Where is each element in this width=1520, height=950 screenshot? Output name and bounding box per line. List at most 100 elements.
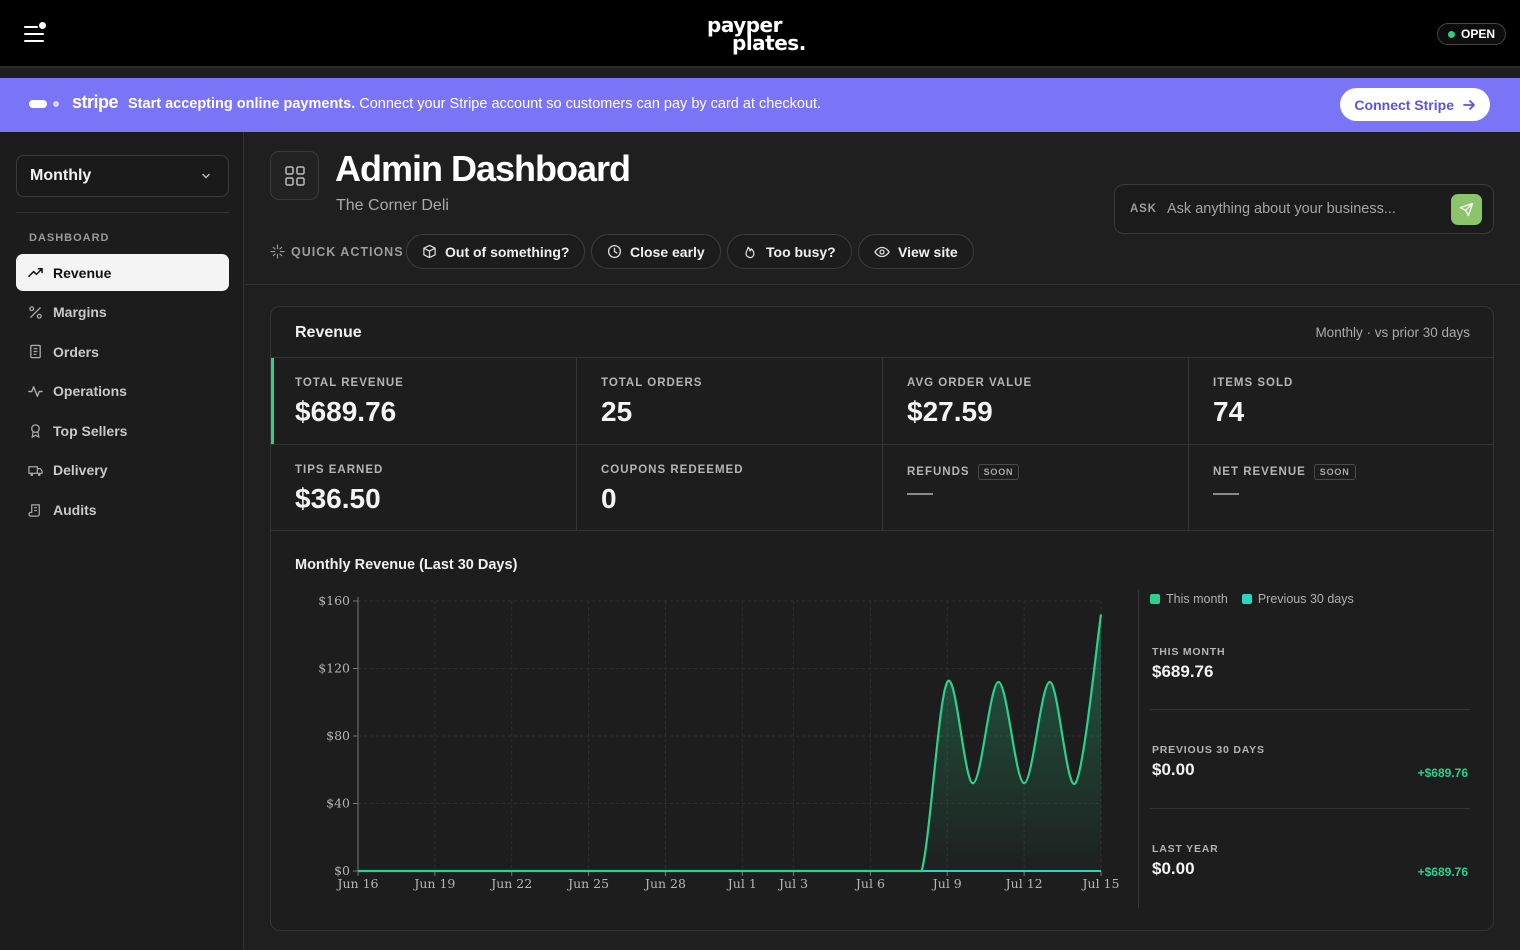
legend-label: Previous 30 days <box>1257 592 1354 606</box>
soon-badge: SOON <box>977 464 1020 480</box>
logo-word-1: payper <box>707 13 782 37</box>
legend-swatch <box>1150 594 1160 604</box>
menu-icon[interactable] <box>24 22 48 44</box>
clock-icon <box>607 244 622 259</box>
compare-value: $0.00 <box>1152 760 1195 779</box>
quick-action-label: Out of something? <box>445 243 570 260</box>
card-divider <box>271 357 1493 358</box>
chart-side-divider <box>1138 590 1139 908</box>
sidebar-item-revenue[interactable]: Revenue <box>16 254 229 291</box>
sidebar-item-label: Margins <box>53 304 107 321</box>
sidebar: Monthly DASHBOARD Revenue Margins Orders… <box>0 132 244 950</box>
page-title: Admin Dashboard <box>335 148 631 189</box>
business-name: The Corner Deli <box>336 197 449 214</box>
trending-up-icon <box>28 268 43 277</box>
out-of-something-button[interactable]: Out of something? <box>406 234 586 269</box>
x-tick-label: Jul 15 <box>1081 876 1120 891</box>
x-tick-label: Jun 25 <box>566 876 609 891</box>
chart-title: Monthly Revenue (Last 30 Days) <box>295 557 518 573</box>
quick-actions-text: QUICK ACTIONS <box>291 244 404 259</box>
revenue-chart: $0 $40 $80 $120 $160 Jun 16 Jun 19 Jun 22 Jun 25… <box>318 593 1120 891</box>
banner-message: Start accepting online payments. Connect… <box>128 96 821 112</box>
legend-item-this-month: This month <box>1150 592 1228 606</box>
arrow-right-icon <box>1463 99 1475 110</box>
award-icon <box>31 424 40 439</box>
stat-label: REFUNDS <box>907 466 970 478</box>
x-tick-label: Jul 3 <box>777 876 808 891</box>
revenue-card-title: Revenue <box>295 324 362 341</box>
ask-label: ASK <box>1130 203 1157 215</box>
x-tick-label: Jul 6 <box>854 876 885 891</box>
compare-last-year: LAST YEAR $0.00 +$689.76 <box>1152 843 1470 879</box>
stat-value: 74 <box>1213 396 1245 427</box>
stat-label: ITEMS SOLD <box>1213 377 1294 389</box>
x-tick-label: Jun 28 <box>643 876 686 891</box>
stripe-banner: stripe Start accepting online payments. … <box>0 78 1520 132</box>
x-tick-label: Jun 16 <box>336 876 379 891</box>
stat-label: TOTAL ORDERS <box>601 377 703 389</box>
revenue-card-meta: Monthly · vs prior 30 days <box>1315 325 1470 340</box>
revenue-card: Revenue Monthly · vs prior 30 days TOTAL… <box>270 306 1494 931</box>
quick-action-label: View site <box>898 243 958 260</box>
banner-headline: Start accepting online payments. <box>128 96 356 112</box>
x-tick-label: Jun 22 <box>489 876 532 891</box>
stat-label-row: REFUNDS SOON <box>907 464 1020 480</box>
banner-toggle-icon <box>29 100 47 108</box>
compare-label: LAST YEAR <box>1152 843 1219 855</box>
connect-stripe-button[interactable]: Connect Stripe <box>1340 88 1490 121</box>
sidebar-divider <box>16 212 229 213</box>
ask-input[interactable] <box>1167 195 1447 223</box>
sidebar-item-label: Audits <box>53 502 97 519</box>
compare-label: THIS MONTH <box>1152 646 1226 658</box>
eye-icon <box>874 246 890 257</box>
stat-coupons-redeemed: COUPONS REDEEMED 0 <box>577 445 883 531</box>
stat-total-orders: TOTAL ORDERS 25 <box>577 358 883 444</box>
sidebar-item-label: Operations <box>53 383 127 400</box>
y-tick-label: $120 <box>318 661 350 676</box>
sidebar-item-audits[interactable]: Audits <box>16 492 229 529</box>
compare-label: PREVIOUS 30 DAYS <box>1152 744 1265 756</box>
compare-this-month: THIS MONTH $689.76 <box>1152 646 1470 682</box>
legend-swatch <box>1241 594 1252 604</box>
sidebar-item-orders[interactable]: Orders <box>16 333 229 370</box>
sidebar-item-operations[interactable]: Operations <box>16 373 229 410</box>
stat-net-revenue: NET REVENUE SOON <box>1189 445 1493 531</box>
header-divider <box>245 284 1520 285</box>
stat-empty-value <box>1213 493 1239 495</box>
sidebar-item-top-sellers[interactable]: Top Sellers <box>16 412 229 449</box>
period-select[interactable]: Monthly <box>16 155 229 197</box>
x-tick-label: Jul 9 <box>931 876 962 891</box>
too-busy-button[interactable]: Too busy? <box>727 234 852 269</box>
sidebar-item-delivery[interactable]: Delivery <box>16 452 229 489</box>
close-early-button[interactable]: Close early <box>591 234 721 269</box>
stat-label: NET REVENUE <box>1213 466 1306 478</box>
stat-label: TOTAL REVENUE <box>295 377 404 389</box>
compare-delta: +$689.76 <box>1417 766 1468 780</box>
compare-delta: +$689.76 <box>1417 865 1468 879</box>
sidebar-item-margins[interactable]: Margins <box>16 294 229 331</box>
legend-label: This month <box>1166 592 1228 606</box>
y-tick-label: $80 <box>326 728 350 743</box>
legend-item-previous: Previous 30 days <box>1241 592 1354 606</box>
compare-previous-30-days: PREVIOUS 30 DAYS $0.00 +$689.76 <box>1152 744 1470 780</box>
stat-label-row: NET REVENUE SOON <box>1213 464 1356 480</box>
sidebar-item-label: Delivery <box>53 462 108 479</box>
period-select-value: Monthly <box>30 167 92 184</box>
banner-body: Connect your Stripe account so customers… <box>359 96 822 112</box>
brand-logo[interactable]: payper plates. <box>707 14 817 58</box>
compare-divider <box>1150 709 1470 710</box>
banner-dot-icon <box>53 101 59 107</box>
connect-stripe-label: Connect Stripe <box>1354 96 1454 113</box>
send-button[interactable] <box>1451 194 1482 225</box>
chevron-down-icon <box>202 173 210 179</box>
stat-avg-order-value: AVG ORDER VALUE $27.59 <box>883 358 1189 444</box>
stat-total-revenue: TOTAL REVENUE $689.76 <box>271 358 577 444</box>
view-site-button[interactable]: View site <box>858 234 974 269</box>
chart-legend: This month Previous 30 days <box>1150 592 1354 606</box>
stat-label: TIPS EARNED <box>295 464 384 476</box>
compare-value: $0.00 <box>1152 859 1195 878</box>
quick-action-label: Too busy? <box>766 243 836 260</box>
compare-value: $689.76 <box>1152 662 1214 681</box>
sidebar-item-label: Revenue <box>53 264 112 281</box>
stat-items-sold: ITEMS SOLD 74 <box>1189 358 1493 444</box>
